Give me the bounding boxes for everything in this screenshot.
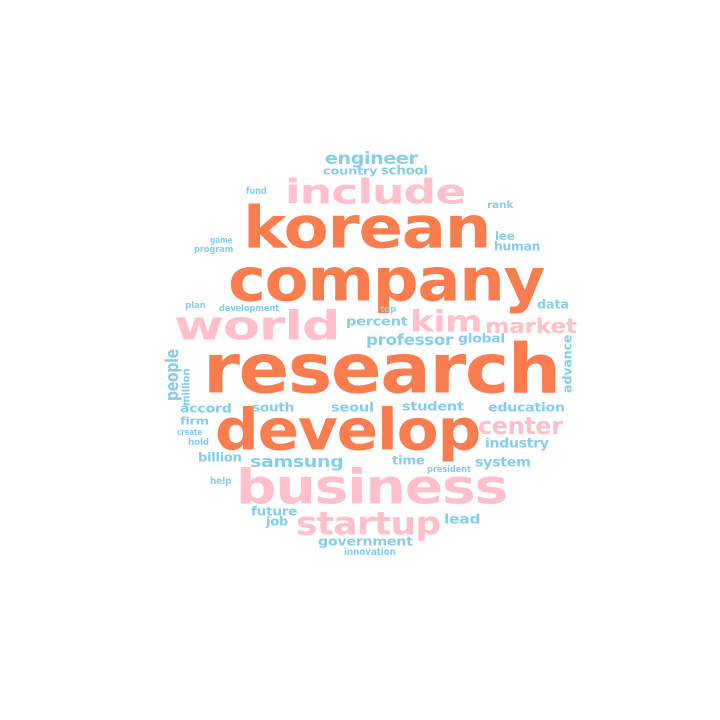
word-billion: billion bbox=[198, 450, 242, 465]
word-seoul: seoul bbox=[331, 400, 374, 415]
word-percent: percent bbox=[346, 314, 408, 329]
word-help: help bbox=[210, 476, 232, 487]
word-government: government bbox=[318, 534, 413, 549]
word-world: world bbox=[174, 302, 341, 349]
word-president: president bbox=[427, 464, 471, 474]
word-data: data bbox=[537, 297, 569, 312]
word-engineer: engineer bbox=[325, 149, 418, 169]
word-samsung: samsung bbox=[250, 452, 344, 471]
word-time: time bbox=[392, 453, 425, 468]
word-startup: startup bbox=[296, 505, 441, 542]
word-firm: firm bbox=[180, 414, 209, 427]
word-develop: develop bbox=[215, 397, 481, 464]
word-program: program bbox=[194, 244, 234, 254]
word-market: market bbox=[485, 315, 577, 338]
word-company: company bbox=[228, 245, 545, 315]
word-industry: industry bbox=[485, 435, 549, 451]
word-center: center bbox=[478, 412, 563, 440]
word-innovation: innovation bbox=[344, 547, 396, 558]
word-accord: accord bbox=[180, 401, 232, 416]
word-hold: hold bbox=[188, 437, 209, 447]
word-school: school bbox=[381, 163, 428, 178]
word-include: include bbox=[285, 173, 466, 212]
word-business: business bbox=[236, 458, 508, 515]
word-student: student bbox=[402, 399, 464, 414]
word-rank: rank bbox=[487, 200, 514, 211]
word-south: south bbox=[252, 400, 295, 415]
word-future: future bbox=[251, 504, 298, 519]
word-country: country bbox=[323, 164, 378, 177]
word-development: development bbox=[219, 303, 279, 313]
word-top: top bbox=[380, 304, 397, 314]
word-create: create bbox=[177, 427, 203, 437]
word-human: human bbox=[494, 239, 541, 254]
word-global: global bbox=[458, 331, 505, 346]
word-job: job bbox=[266, 514, 288, 529]
word-research: research bbox=[203, 329, 561, 409]
word-game: game bbox=[210, 235, 233, 245]
word-lee: lee bbox=[495, 229, 515, 243]
word-plan: plan bbox=[185, 300, 206, 310]
word-lead: lead bbox=[444, 511, 481, 527]
word-kim: kim bbox=[410, 305, 482, 339]
word-korean: korean bbox=[243, 194, 491, 262]
word-system: system bbox=[475, 454, 531, 470]
word-education: education bbox=[488, 400, 565, 415]
word-advance: advance bbox=[560, 334, 575, 393]
word-professor: professor bbox=[366, 331, 453, 349]
word-fund: fund bbox=[246, 186, 267, 197]
